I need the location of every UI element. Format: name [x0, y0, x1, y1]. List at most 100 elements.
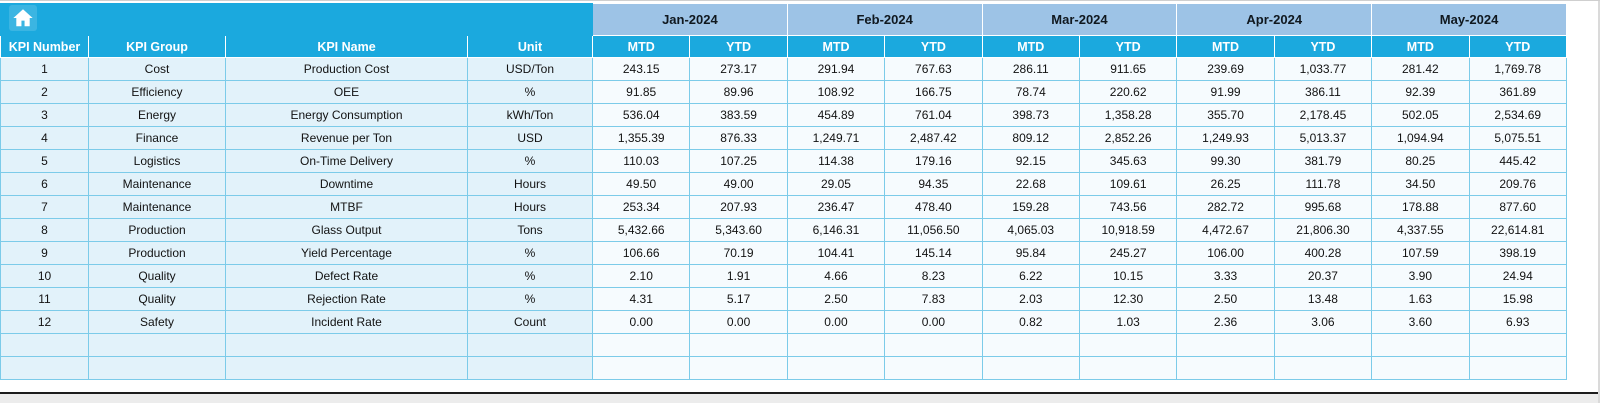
kpi-number-cell[interactable]: 9	[0, 241, 89, 265]
kpi-unit-cell[interactable]: %	[467, 287, 593, 311]
kpi-value-cell[interactable]	[884, 333, 983, 357]
month-header-may[interactable]: May-2024	[1371, 3, 1567, 36]
kpi-group-cell[interactable]	[88, 333, 226, 357]
kpi-value-cell[interactable]	[1273, 356, 1373, 380]
kpi-unit-cell[interactable]: %	[467, 264, 593, 288]
kpi-value-cell[interactable]: 80.25	[1371, 149, 1470, 173]
kpi-value-cell[interactable]: 386.11	[1273, 80, 1373, 104]
kpi-value-cell[interactable]: 2.10	[591, 264, 691, 288]
kpi-value-cell[interactable]: 166.75	[884, 80, 983, 104]
kpi-value-cell[interactable]: 0.00	[884, 310, 983, 334]
kpi-value-cell[interactable]: 4.66	[786, 264, 886, 288]
kpi-value-cell[interactable]: 767.63	[884, 57, 983, 81]
kpi-unit-cell[interactable]	[467, 333, 593, 357]
period-header-mtd[interactable]: MTD	[591, 35, 691, 58]
kpi-value-cell[interactable]: 400.28	[1273, 241, 1373, 265]
kpi-group-cell[interactable]: Cost	[88, 57, 226, 81]
kpi-value-cell[interactable]: 2,852.26	[1078, 126, 1178, 150]
kpi-name-cell[interactable]: Defect Rate	[225, 264, 468, 288]
month-header-feb[interactable]: Feb-2024	[786, 3, 983, 36]
kpi-value-cell[interactable]	[1176, 356, 1275, 380]
period-header-ytd[interactable]: YTD	[689, 35, 788, 58]
kpi-value-cell[interactable]: 107.59	[1371, 241, 1470, 265]
kpi-value-cell[interactable]: 12.30	[1078, 287, 1178, 311]
kpi-value-cell[interactable]: 1,033.77	[1273, 57, 1373, 81]
kpi-group-cell[interactable]: Quality	[88, 264, 226, 288]
kpi-unit-cell[interactable]: Hours	[467, 195, 593, 219]
period-header-ytd[interactable]: YTD	[1078, 35, 1178, 58]
kpi-value-cell[interactable]: 2,487.42	[884, 126, 983, 150]
period-header-ytd[interactable]: YTD	[1273, 35, 1373, 58]
kpi-value-cell[interactable]: 11,056.50	[884, 218, 983, 242]
kpi-group-cell[interactable]: Production	[88, 218, 226, 242]
kpi-value-cell[interactable]: 94.35	[884, 172, 983, 196]
kpi-number-cell[interactable]: 1	[0, 57, 89, 81]
kpi-unit-cell[interactable]: Tons	[467, 218, 593, 242]
kpi-value-cell[interactable]	[591, 333, 691, 357]
kpi-value-cell[interactable]: 911.65	[1078, 57, 1178, 81]
kpi-number-cell[interactable]: 7	[0, 195, 89, 219]
kpi-value-cell[interactable]: 26.25	[1176, 172, 1275, 196]
period-header-mtd[interactable]: MTD	[981, 35, 1080, 58]
kpi-number-cell[interactable]: 5	[0, 149, 89, 173]
kpi-value-cell[interactable]: 95.84	[981, 241, 1080, 265]
kpi-value-cell[interactable]: 6.22	[981, 264, 1080, 288]
period-header-mtd[interactable]: MTD	[1176, 35, 1275, 58]
kpi-value-cell[interactable]: 104.41	[786, 241, 886, 265]
kpi-value-cell[interactable]: 109.61	[1078, 172, 1178, 196]
kpi-value-cell[interactable]: 24.94	[1468, 264, 1567, 288]
kpi-value-cell[interactable]: 361.89	[1468, 80, 1567, 104]
kpi-number-cell[interactable]	[0, 356, 89, 380]
kpi-group-cell[interactable]: Production	[88, 241, 226, 265]
kpi-value-cell[interactable]: 1,249.93	[1176, 126, 1275, 150]
kpi-value-cell[interactable]: 111.78	[1273, 172, 1373, 196]
kpi-value-cell[interactable]: 114.38	[786, 149, 886, 173]
kpi-value-cell[interactable]: 245.27	[1078, 241, 1178, 265]
kpi-value-cell[interactable]: 5,075.51	[1468, 126, 1567, 150]
kpi-value-cell[interactable]: 91.85	[591, 80, 691, 104]
kpi-name-cell[interactable]: Glass Output	[225, 218, 468, 242]
kpi-value-cell[interactable]	[591, 356, 691, 380]
kpi-number-cell[interactable]: 4	[0, 126, 89, 150]
kpi-unit-cell[interactable]: USD/Ton	[467, 57, 593, 81]
kpi-value-cell[interactable]: 281.42	[1371, 57, 1470, 81]
kpi-number-cell[interactable]	[0, 333, 89, 357]
kpi-value-cell[interactable]	[1468, 356, 1567, 380]
kpi-value-cell[interactable]: 107.25	[689, 149, 788, 173]
kpi-value-cell[interactable]: 1,769.78	[1468, 57, 1567, 81]
kpi-group-cell[interactable]	[88, 356, 226, 380]
kpi-value-cell[interactable]: 29.05	[786, 172, 886, 196]
kpi-value-cell[interactable]: 381.79	[1273, 149, 1373, 173]
kpi-name-cell[interactable]: Revenue per Ton	[225, 126, 468, 150]
kpi-value-cell[interactable]	[1371, 356, 1470, 380]
kpi-value-cell[interactable]: 178.88	[1371, 195, 1470, 219]
kpi-number-cell[interactable]: 2	[0, 80, 89, 104]
kpi-value-cell[interactable]: 7.83	[884, 287, 983, 311]
month-header-mar[interactable]: Mar-2024	[981, 3, 1178, 36]
kpi-value-cell[interactable]: 345.63	[1078, 149, 1178, 173]
kpi-value-cell[interactable]	[981, 356, 1080, 380]
kpi-name-cell[interactable]: On-Time Delivery	[225, 149, 468, 173]
kpi-value-cell[interactable]: 3.90	[1371, 264, 1470, 288]
kpi-value-cell[interactable]: 209.76	[1468, 172, 1567, 196]
period-header-ytd[interactable]: YTD	[1468, 35, 1567, 58]
kpi-value-cell[interactable]: 145.14	[884, 241, 983, 265]
kpi-name-cell[interactable]: MTBF	[225, 195, 468, 219]
kpi-value-cell[interactable]: 13.48	[1273, 287, 1373, 311]
kpi-value-cell[interactable]: 454.89	[786, 103, 886, 127]
kpi-value-cell[interactable]: 2,534.69	[1468, 103, 1567, 127]
kpi-value-cell[interactable]	[1468, 333, 1567, 357]
kpi-name-cell[interactable]: OEE	[225, 80, 468, 104]
kpi-value-cell[interactable]: 78.74	[981, 80, 1080, 104]
kpi-unit-cell[interactable]: Hours	[467, 172, 593, 196]
kpi-value-cell[interactable]: 0.00	[689, 310, 788, 334]
kpi-value-cell[interactable]: 398.73	[981, 103, 1080, 127]
kpi-number-cell[interactable]: 6	[0, 172, 89, 196]
kpi-value-cell[interactable]: 1,358.28	[1078, 103, 1178, 127]
kpi-value-cell[interactable]: 4,065.03	[981, 218, 1080, 242]
kpi-value-cell[interactable]	[1273, 333, 1373, 357]
kpi-unit-cell[interactable]: USD	[467, 126, 593, 150]
kpi-value-cell[interactable]: 239.69	[1176, 57, 1275, 81]
kpi-value-cell[interactable]	[786, 356, 886, 380]
kpi-value-cell[interactable]: 89.96	[689, 80, 788, 104]
